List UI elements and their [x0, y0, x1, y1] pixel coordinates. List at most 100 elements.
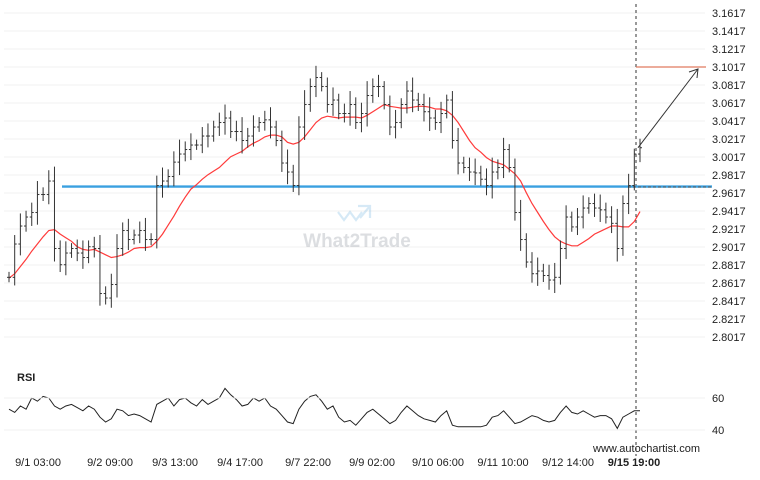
price-bar: [268, 107, 273, 139]
y-tick-label: 3.0417: [712, 116, 746, 128]
price-bar: [433, 109, 438, 130]
price-bar: [342, 103, 347, 123]
price-bar: [518, 199, 523, 251]
x-tick-label: 9/2 09:00: [87, 457, 133, 469]
price-bar: [376, 74, 381, 98]
y-tick-label: 2.8417: [712, 296, 746, 308]
price-bar: [529, 252, 534, 283]
price-bar: [166, 169, 171, 188]
support-level-line: [62, 185, 712, 188]
y-tick-label: 2.9217: [712, 224, 746, 236]
price-bar: [564, 205, 569, 260]
price-bar: [410, 77, 415, 113]
x-tick-label: 9/9 02:00: [349, 457, 395, 469]
x-tick-label: 9/12 14:00: [542, 457, 594, 469]
price-bar: [461, 156, 466, 174]
y-tick-label: 2.8017: [712, 332, 746, 344]
price-bar: [569, 211, 574, 232]
price-bar: [137, 221, 142, 244]
price-bar: [120, 222, 125, 256]
price-bar: [234, 120, 239, 142]
rsi-tick-label: 40: [712, 425, 724, 437]
forecast-arrow: [637, 68, 699, 149]
y-tick-label: 2.9417: [712, 206, 746, 218]
grid: [4, 4, 705, 456]
price-bar: [319, 72, 324, 92]
y-tick-label: 3.0217: [712, 134, 746, 146]
x-tick-label: 9/1 03:00: [15, 457, 61, 469]
price-bar: [97, 235, 102, 306]
y-tick-label: 3.1017: [712, 62, 746, 74]
price-bar: [382, 81, 387, 110]
price-bar: [69, 243, 74, 258]
price-bar: [535, 257, 540, 286]
price-bar: [313, 65, 318, 98]
y-tick-label: 3.0817: [712, 80, 746, 92]
price-bar: [456, 127, 461, 175]
price-bar: [336, 93, 341, 120]
price-bar: [171, 151, 176, 187]
price-bar: [63, 241, 68, 276]
price-bar: [581, 195, 586, 229]
price-bar: [478, 165, 483, 186]
price-bar: [541, 263, 546, 283]
price-bar: [296, 116, 301, 196]
price-bar: [240, 117, 245, 154]
watermark-logo-arrow: [358, 204, 372, 218]
forecast-arrow-head: [688, 68, 699, 79]
price-bar: [552, 262, 557, 293]
price-bar: [393, 109, 398, 139]
moving-average: [8, 103, 641, 279]
price-bar: [149, 233, 154, 246]
price-bar: [103, 286, 108, 305]
price-bar: [7, 271, 11, 283]
price-bar: [92, 236, 97, 258]
y-tick-label: 2.8817: [712, 260, 746, 272]
price-bar: [626, 173, 631, 215]
price-bar: [109, 273, 114, 308]
price-bar: [444, 94, 449, 119]
price-bar: [228, 110, 233, 139]
price-bar: [132, 229, 137, 245]
y-tick-label: 2.9017: [712, 242, 746, 254]
price-bar: [188, 133, 193, 161]
x-tick-label: 9/10 06:00: [412, 457, 464, 469]
price-bar: [331, 87, 336, 116]
price-bar: [194, 139, 199, 150]
price-bar: [524, 233, 529, 268]
price-bar: [501, 137, 506, 179]
price-bar: [638, 138, 642, 163]
price-bar: [473, 158, 478, 186]
price-bar: [575, 208, 580, 236]
y-tick-label: 3.0017: [712, 152, 746, 164]
price-bar: [285, 149, 290, 185]
price-bar: [490, 157, 495, 199]
source-footer: www.autochartist.com: [592, 443, 700, 455]
price-bar: [325, 77, 330, 113]
price-bar: [507, 144, 512, 173]
price-bar: [467, 157, 472, 181]
price-bar: [427, 97, 432, 131]
price-bar: [154, 175, 159, 249]
price-bar: [620, 195, 625, 256]
price-bar: [404, 81, 409, 114]
rsi-panel: [8, 387, 640, 430]
rsi-line: [8, 387, 640, 430]
y-tick-label: 2.8217: [712, 314, 746, 326]
x-tick-label: 9/11 10:00: [477, 457, 528, 469]
price-bar: [75, 239, 80, 262]
price-bar: [223, 104, 228, 135]
y-tick-label: 2.9617: [712, 188, 746, 200]
price-bar: [29, 202, 34, 226]
price-bar: [143, 217, 148, 251]
watermark-text: What2Trade: [303, 231, 411, 252]
price-bar: [484, 168, 489, 196]
price-bar: [245, 127, 250, 148]
price-bar: [262, 110, 267, 131]
price-bar: [46, 170, 51, 205]
price-bar: [512, 158, 517, 221]
price-bar: [558, 240, 563, 285]
price-bar: [547, 264, 552, 290]
y-tick-label: 3.1617: [712, 8, 746, 20]
